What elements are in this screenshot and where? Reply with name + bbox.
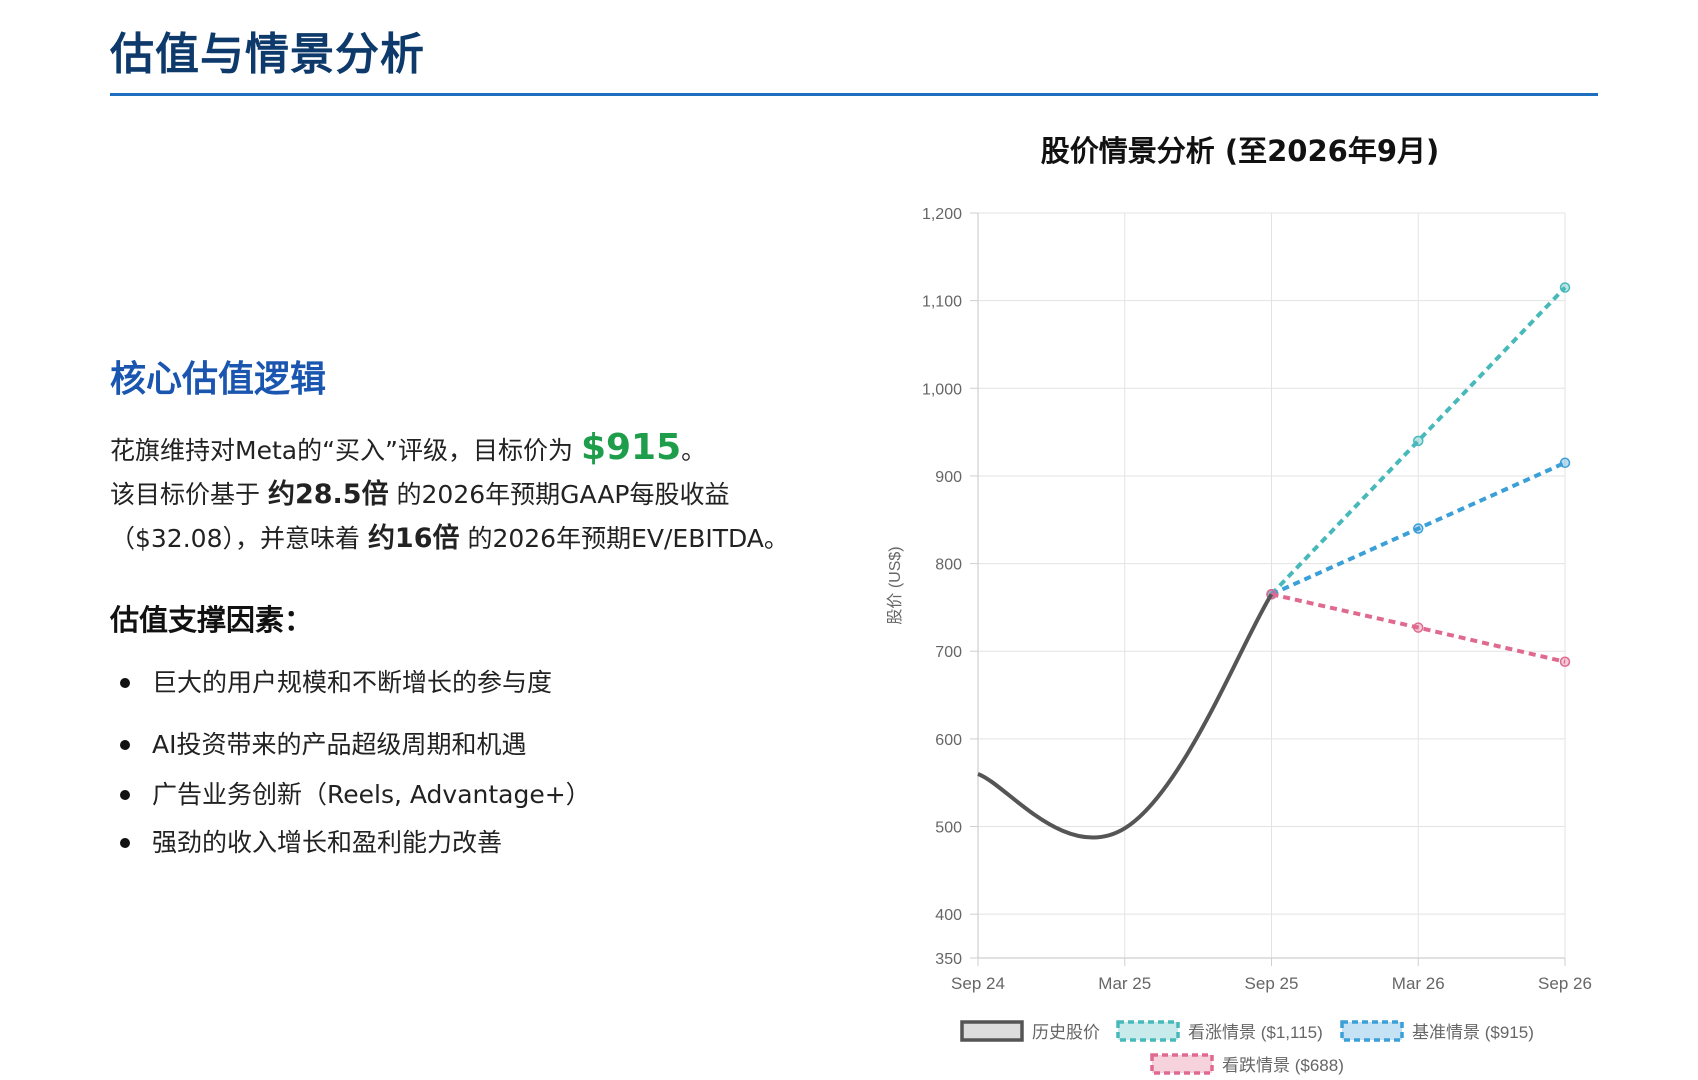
legend-label: 历史股价 bbox=[1032, 1023, 1100, 1042]
data-point bbox=[1559, 457, 1571, 469]
data-point bbox=[1413, 523, 1424, 534]
y-axis-title: 股价 (US$) bbox=[886, 546, 904, 624]
basis-text-c: 的2026年预期GAAP每股收益（$32.08），并意味着 bbox=[110, 480, 730, 553]
y-tick-label: 1,200 bbox=[922, 206, 962, 223]
legend-swatch bbox=[1340, 1020, 1404, 1042]
factors-heading: 估值支撑因素： bbox=[110, 603, 314, 637]
x-tick-label: Mar 26 bbox=[1392, 974, 1445, 993]
x-tick-label: Sep 26 bbox=[1538, 974, 1592, 993]
section-heading: 核心估值逻辑 bbox=[110, 359, 327, 400]
y-tick-label: 800 bbox=[935, 557, 962, 574]
page-title: 估值与情景分析 bbox=[110, 29, 425, 80]
factors-list: 巨大的用户规模和不断增长的参与度 AI投资带来的产品超级周期和机遇 广告业务创新… bbox=[110, 653, 850, 867]
list-item: 强劲的收入增长和盈利能力改善 bbox=[110, 819, 850, 867]
series-line-1 bbox=[1270, 286, 1567, 596]
legend-label: 基准情景 ($915) bbox=[1412, 1023, 1534, 1042]
legend-label: 看涨情景 ($1,115) bbox=[1188, 1023, 1323, 1042]
series-line-2 bbox=[1270, 460, 1566, 597]
valuation-text-panel: 核心估值逻辑 花旗维持对Meta的“买入”评级，目标价为 $915。 该目标价基… bbox=[110, 350, 850, 867]
x-tick-label: Sep 24 bbox=[951, 974, 1005, 993]
pe-multiple: 约28.5倍 bbox=[267, 479, 389, 510]
legend-swatch bbox=[1150, 1053, 1214, 1075]
basis-paragraph: 该目标价基于 约28.5倍 的2026年预期GAAP每股收益（$32.08），并… bbox=[110, 473, 850, 561]
y-tick-label: 600 bbox=[935, 732, 962, 749]
data-point bbox=[1413, 622, 1424, 633]
legend-label: 看跌情景 ($688) bbox=[1222, 1056, 1344, 1075]
data-point bbox=[1559, 282, 1571, 293]
chart-title: 股价情景分析 (至2026年9月) bbox=[1040, 134, 1440, 168]
legend-swatch bbox=[1116, 1020, 1180, 1042]
list-item: AI投资带来的产品超级周期和机遇 bbox=[110, 719, 850, 771]
y-tick-label: 700 bbox=[935, 644, 962, 661]
legend-swatch bbox=[960, 1020, 1024, 1042]
rating-text: 花旗维持对Meta的“买入”评级，目标价为 bbox=[110, 436, 581, 465]
target-price: $915 bbox=[580, 427, 682, 468]
series-line-3 bbox=[1271, 592, 1566, 664]
list-item: 巨大的用户规模和不断增长的参与度 bbox=[110, 653, 850, 713]
basis-text-e: 的2026年预期EV/EBITDA。 bbox=[459, 524, 789, 553]
ev-ebitda-multiple: 约16倍 bbox=[367, 523, 460, 554]
rating-paragraph: 花旗维持对Meta的“买入”评级，目标价为 $915。 bbox=[110, 426, 850, 473]
y-tick-label: 500 bbox=[935, 820, 962, 837]
title-divider bbox=[110, 93, 1598, 96]
y-tick-label: 350 bbox=[935, 951, 962, 968]
y-tick-label: 1,100 bbox=[922, 294, 962, 311]
data-point bbox=[1559, 656, 1571, 668]
y-tick-label: 1,000 bbox=[922, 381, 962, 398]
series-line-0 bbox=[977, 593, 1274, 840]
list-item: 广告业务创新（Reels, Advantage+） bbox=[110, 771, 850, 819]
basis-text-a: 该目标价基于 bbox=[110, 480, 268, 509]
x-tick-label: Mar 25 bbox=[1098, 974, 1151, 993]
y-tick-label: 400 bbox=[935, 907, 962, 924]
rating-suffix: 。 bbox=[681, 436, 707, 465]
x-tick-label: Sep 25 bbox=[1245, 974, 1299, 993]
y-tick-label: 900 bbox=[935, 469, 962, 486]
data-point bbox=[1413, 435, 1424, 447]
